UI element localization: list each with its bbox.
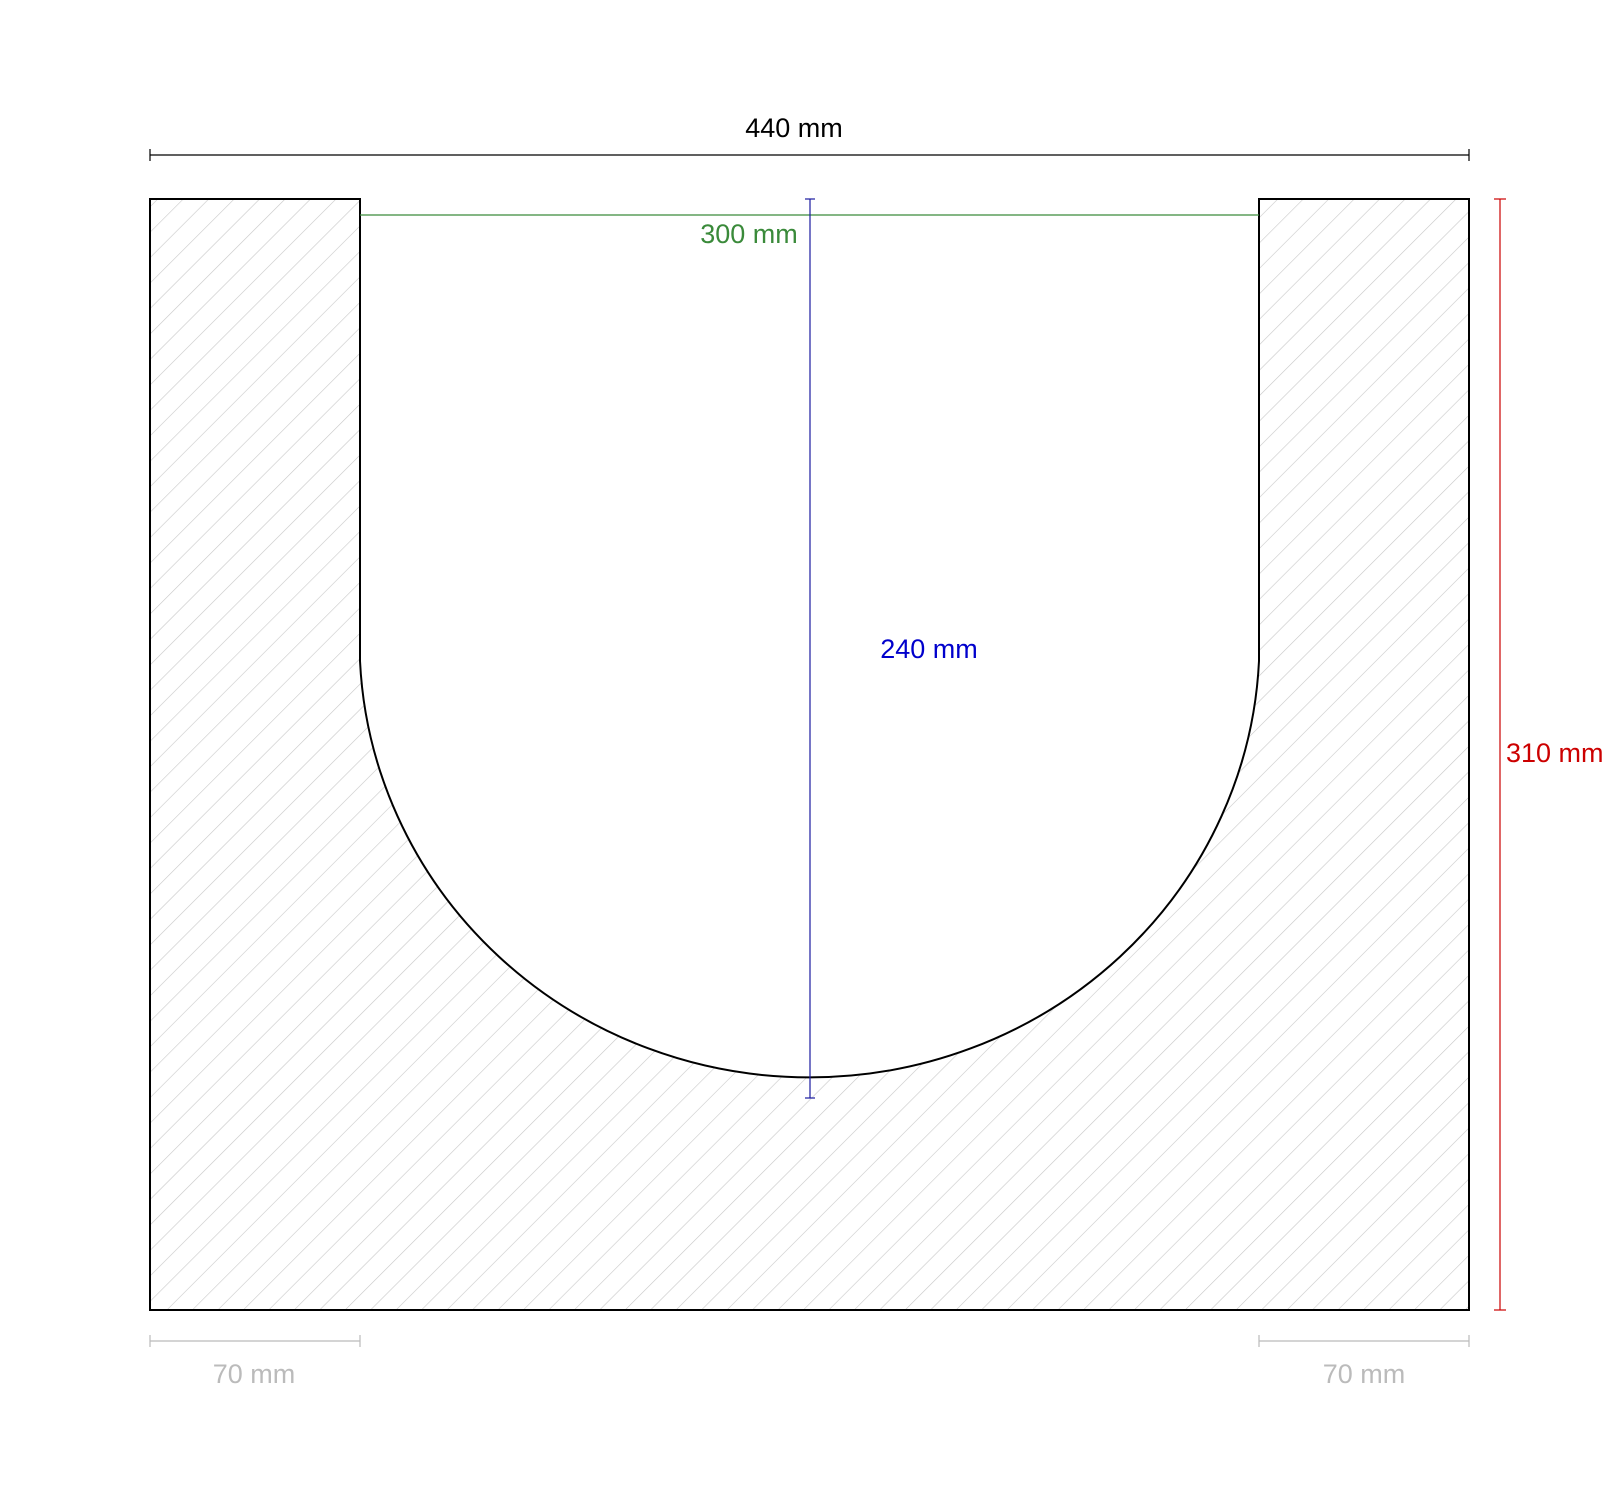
channel-depth-dimension	[805, 198, 815, 1099]
channel-depth-label: 240 mm	[880, 634, 978, 664]
right-wall-dimension	[1258, 1335, 1470, 1347]
overall-height-dimension	[1494, 198, 1506, 1311]
overall-width-label: 440 mm	[745, 113, 843, 143]
overall-height-label: 310 mm	[1506, 738, 1604, 768]
left-wall-dimension	[149, 1335, 361, 1347]
overall-width-dimension	[149, 149, 1470, 161]
section-body	[149, 198, 1470, 1311]
right-wall-label: 70 mm	[1323, 1359, 1406, 1389]
opening-width-label: 300 mm	[700, 219, 798, 249]
left-wall-label: 70 mm	[213, 1359, 296, 1389]
